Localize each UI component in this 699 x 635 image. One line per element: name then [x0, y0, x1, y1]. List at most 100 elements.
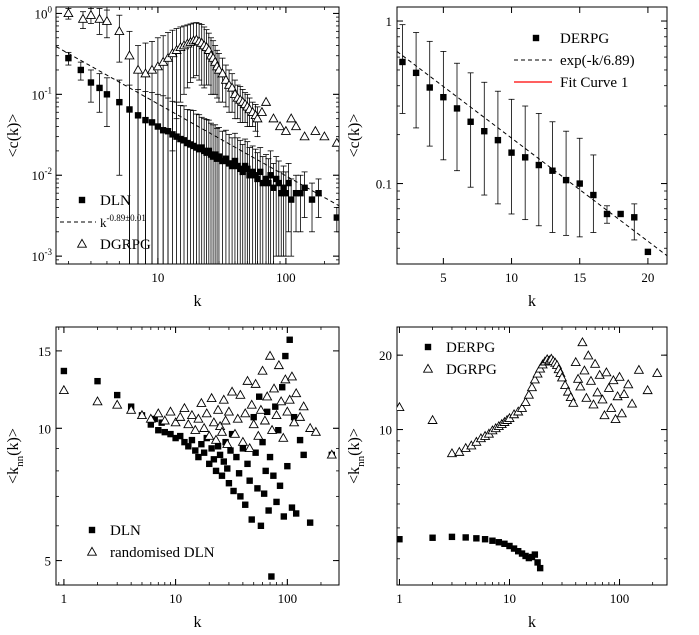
data-point-triangle	[217, 68, 228, 78]
data-point-square	[284, 462, 291, 470]
data-point-square	[214, 443, 222, 450]
data-point-square	[250, 413, 257, 421]
data-point-triangle	[259, 415, 271, 425]
data-point-square	[227, 447, 234, 454]
data-point-triangle	[170, 417, 181, 427]
data-point-triangle	[206, 392, 217, 402]
data-point-triangle	[575, 381, 586, 391]
y-tick-label: 15	[38, 344, 51, 359]
data-point-triangle	[165, 406, 176, 416]
data-point-triangle	[152, 61, 164, 71]
legend: DERPG exp(-k/6.89) Fit Curve 1	[514, 31, 635, 91]
x-tick-label: 15	[573, 270, 586, 285]
data-point-triangle	[196, 397, 207, 407]
data-point-square	[231, 157, 239, 165]
data-point-square	[147, 421, 155, 428]
y-tick-label: 10	[379, 423, 392, 438]
data-point-triangle	[319, 131, 330, 141]
data-point-square	[279, 384, 286, 391]
data-point-square	[224, 465, 231, 472]
data-point-triangle	[597, 394, 608, 404]
data-point-triangle	[290, 121, 302, 131]
data-point-square	[426, 84, 433, 91]
data-point-triangle	[175, 411, 186, 421]
data-point-square	[266, 453, 274, 461]
data-point-triangle	[610, 413, 621, 423]
data-point-triangle	[223, 406, 235, 416]
data-point-triangle	[250, 378, 261, 388]
data-point-square	[278, 189, 285, 197]
data-point-triangle	[216, 426, 228, 436]
y-tick-label: 1	[386, 14, 393, 29]
x-tick-label: 1	[396, 591, 403, 606]
data-point-square	[315, 189, 322, 197]
data-point-triangle	[193, 413, 204, 423]
data-point-square	[282, 189, 290, 197]
data-point-triangle	[581, 392, 592, 402]
data-point-square	[173, 133, 180, 140]
plot-frame	[55, 326, 340, 586]
chart-panel-top-right: 5 10 15 20 1 0.1 k <c(k)> DERPG exp(-k/6.89) Fit C…	[346, 6, 668, 310]
x-tick-label: 100	[278, 591, 298, 606]
plot-frame	[396, 326, 668, 586]
y-tick-label: 0.1	[376, 177, 392, 192]
data-point-triangle	[422, 363, 434, 373]
data-point-square	[301, 184, 308, 191]
data-point-triangle	[260, 96, 272, 106]
data-point-square	[481, 127, 488, 135]
plot-area	[397, 337, 663, 572]
y-tick-label: 20	[379, 348, 392, 363]
data-point-triangle	[616, 408, 628, 418]
data-point-square	[88, 526, 96, 534]
data-point-triangle	[190, 424, 201, 434]
data-point-square	[239, 168, 246, 176]
data-point-square	[177, 432, 184, 440]
data-point-square	[172, 434, 179, 442]
data-point-square	[473, 535, 480, 542]
data-point-triangle	[588, 399, 599, 409]
data-point-square	[453, 105, 461, 112]
data-point-square	[262, 175, 270, 183]
data-point-square	[212, 467, 220, 475]
data-point-square	[210, 456, 218, 463]
data-point-square	[518, 550, 526, 557]
data-point-square	[617, 210, 624, 218]
data-point-triangle	[288, 417, 300, 427]
data-point-triangle	[153, 408, 164, 418]
data-point-square	[535, 161, 543, 169]
data-point-square	[235, 470, 243, 477]
data-point-square	[192, 447, 199, 454]
legend: DERPG DGRPG	[422, 340, 497, 378]
data-point-triangle	[626, 398, 638, 408]
data-point-triangle	[529, 374, 541, 384]
data-point-square	[280, 184, 287, 191]
data-point-square	[270, 472, 277, 479]
legend: DLN k-0.89±0.01 DGRPG	[60, 193, 151, 253]
data-point-square	[399, 58, 406, 66]
data-point-square	[263, 408, 271, 416]
x-tick-label: 10	[169, 591, 182, 606]
fit-line	[56, 46, 339, 207]
data-point-triangle	[256, 106, 268, 116]
data-point-triangle	[63, 7, 74, 18]
data-point-square	[252, 449, 259, 456]
data-point-square	[155, 427, 162, 434]
data-point-square	[220, 458, 228, 465]
data-point-triangle	[310, 125, 321, 135]
data-point-triangle	[520, 396, 531, 406]
y-axis-label: <c(k)>	[346, 114, 363, 158]
legend-derpg: DERPG	[446, 340, 495, 356]
plot-area	[397, 24, 667, 257]
legend-k: k-0.89±0.01	[100, 213, 146, 230]
data-point-square	[198, 144, 205, 151]
data-point-triangle	[268, 113, 279, 123]
data-point-square	[265, 179, 272, 187]
data-point-square	[195, 453, 202, 461]
x-tick-label: 100	[276, 270, 296, 285]
data-point-triangle	[132, 64, 144, 74]
data-point-triangle	[299, 131, 310, 141]
data-point-square	[94, 377, 101, 385]
data-point-triangle	[446, 447, 458, 458]
data-point-square	[424, 343, 432, 351]
legend-randomised-dln: randomised DLN	[110, 545, 215, 561]
